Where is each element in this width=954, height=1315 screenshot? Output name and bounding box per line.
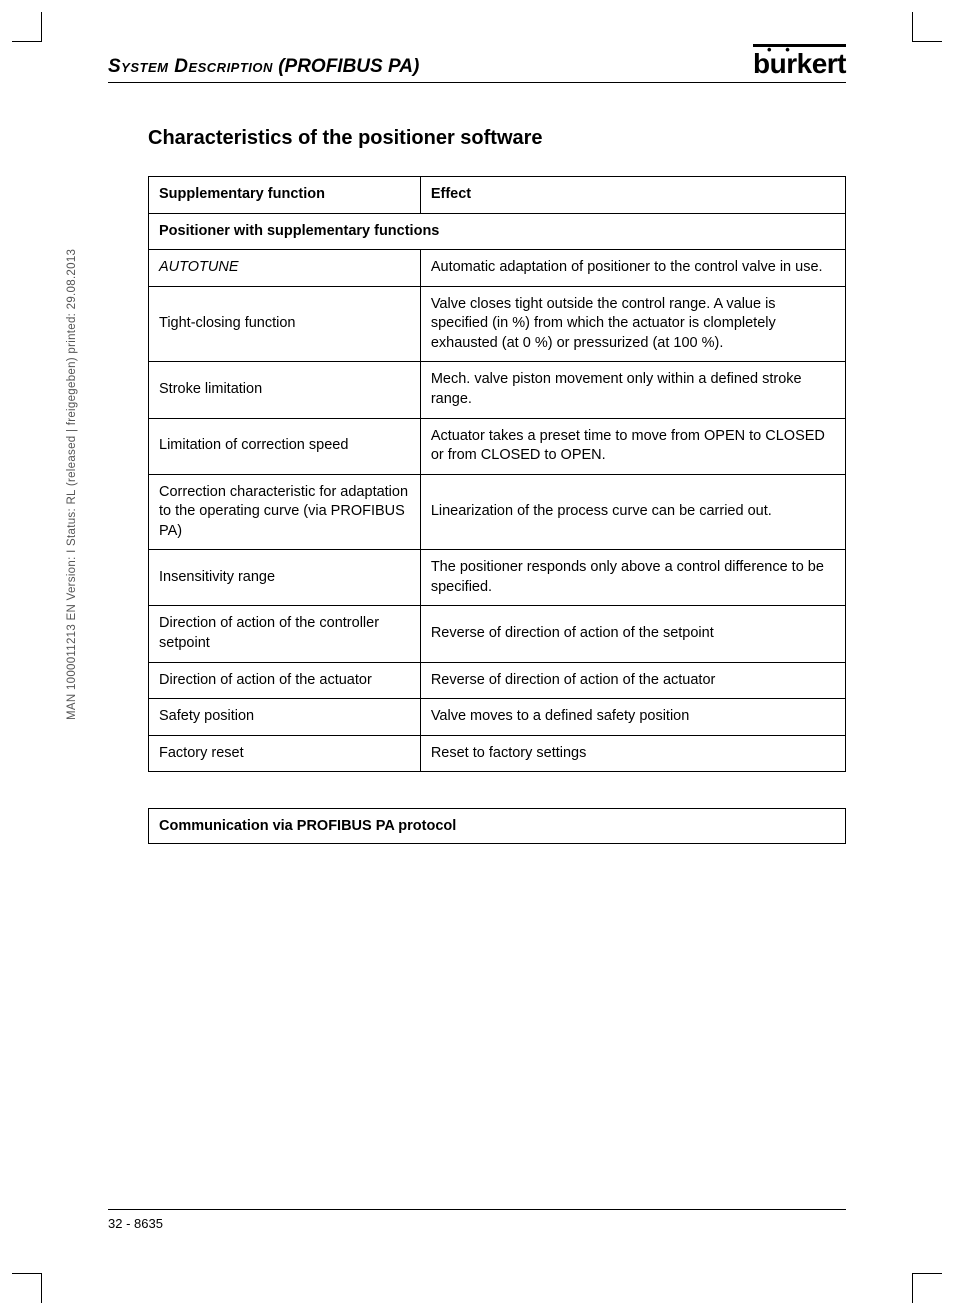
table-row: Factory resetReset to factory settings [149,735,846,772]
table-row: Direction of action of the controller se… [149,606,846,662]
main-content: Characteristics of the positioner softwa… [108,83,846,844]
table-row: Limitation of correction speedActuator t… [149,418,846,474]
table-row: Direction of action of the actuatorRever… [149,662,846,699]
page-header: System Description (PROFIBUS PA) • • bur… [108,44,846,83]
effect-cell: Actuator takes a preset time to move fro… [420,418,845,474]
table-row: Stroke limitationMech. valve piston move… [149,362,846,418]
subheader-cell: Positioner with supplementary functions [149,213,846,250]
effect-cell: Reset to factory settings [420,735,845,772]
header-part2: (PROFIBUS PA) [273,56,419,77]
crop-mark-br [912,1273,942,1303]
crop-mark-tl [12,12,42,42]
header-title: System Description (PROFIBUS PA) [108,56,419,78]
effect-cell: Reverse of direction of action of the se… [420,606,845,662]
effect-cell: Reverse of direction of action of the ac… [420,662,845,699]
func-cell: Safety position [149,699,421,736]
table-row: AUTOTUNEAutomatic adaptation of position… [149,250,846,287]
func-cell: Limitation of correction speed [149,418,421,474]
crop-mark-tr [912,12,942,42]
effect-cell: Valve moves to a defined safety position [420,699,845,736]
func-cell: Stroke limitation [149,362,421,418]
page-content: System Description (PROFIBUS PA) • • bur… [108,44,846,1271]
func-cell: Tight-closing function [149,286,421,362]
header-part1: System Description [108,56,273,77]
effect-cell: Linearization of the process curve can b… [420,474,845,550]
header-effect: Effect [420,177,845,214]
side-document-info: MAN 1000011213 EN Version: I Status: RL … [66,249,78,720]
func-cell: AUTOTUNE [149,250,421,287]
func-cell: Insensitivity range [149,550,421,606]
func-cell: Factory reset [149,735,421,772]
effect-cell: Valve closes tight outside the control r… [420,286,845,362]
characteristics-table: Supplementary function Effect Positioner… [148,176,846,772]
header-func: Supplementary function [149,177,421,214]
effect-cell: The positioner responds only above a con… [420,550,845,606]
effect-cell: Automatic adaptation of positioner to th… [420,250,845,287]
footer-text: 32 - 8635 [108,1216,163,1231]
table-row: Insensitivity rangeThe positioner respon… [149,550,846,606]
burkert-logo: • • burkert [753,44,846,78]
comm-cell: Communication via PROFIBUS PA protocol [149,809,846,844]
func-cell: Direction of action of the controller se… [149,606,421,662]
effect-cell: Mech. valve piston movement only within … [420,362,845,418]
section-title: Characteristics of the positioner softwa… [148,127,846,150]
func-cell: Correction characteristic for adaptation… [149,474,421,550]
table-row: Correction characteristic for adaptation… [149,474,846,550]
page-footer: 32 - 8635 [108,1209,846,1231]
table-header-row: Supplementary function Effect [149,177,846,214]
communication-box: Communication via PROFIBUS PA protocol [148,808,846,844]
table-subheader-row: Positioner with supplementary functions [149,213,846,250]
table-row: Tight-closing functionValve closes tight… [149,286,846,362]
crop-mark-bl [12,1273,42,1303]
table-row: Safety positionValve moves to a defined … [149,699,846,736]
func-cell: Direction of action of the actuator [149,662,421,699]
